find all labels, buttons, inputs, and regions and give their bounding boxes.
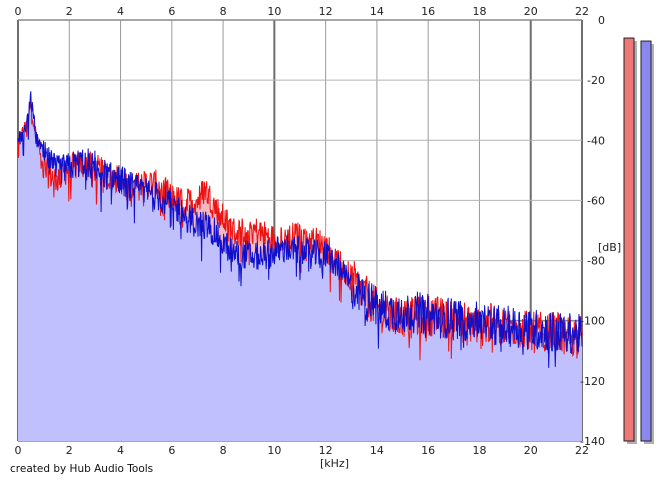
y-axis-label: [dB] — [598, 241, 621, 254]
x-tick-label-top: 8 — [220, 5, 227, 18]
level-meters — [623, 37, 654, 445]
credit-text: created by Hub Audio Tools — [10, 463, 154, 475]
x-tick-label-top: 22 — [575, 5, 589, 18]
level-meter-1 — [623, 37, 635, 442]
x-tick-label-top: 16 — [421, 5, 435, 18]
x-tick-label-bottom: 6 — [168, 444, 175, 457]
x-tick-label-top: 14 — [370, 5, 384, 18]
x-tick-label-bottom: 18 — [472, 444, 486, 457]
y-tick-label: 0 — [598, 14, 605, 27]
level-meter-2 — [640, 40, 652, 442]
x-tick-label-bottom: 0 — [15, 444, 22, 457]
x-tick-label-top: 0 — [15, 5, 22, 18]
x-tick-label-top: 6 — [168, 5, 175, 18]
x-tick-label-bottom: 16 — [421, 444, 435, 457]
spectrum-series-lines — [17, 91, 583, 368]
y-tick-label: -140 — [580, 435, 605, 448]
series-line-2 — [17, 91, 583, 368]
y-tick-label: -20 — [587, 74, 605, 87]
x-tick-label-top: 12 — [319, 5, 333, 18]
x-tick-label-top: 4 — [117, 5, 124, 18]
y-tick-label: -100 — [580, 315, 605, 328]
x-tick-label-bottom: 22 — [575, 444, 589, 457]
x-tick-label-top: 20 — [524, 5, 538, 18]
x-tick-label-bottom: 20 — [524, 444, 538, 457]
x-tick-label-bottom: 12 — [319, 444, 333, 457]
y-tick-label: -60 — [587, 194, 605, 207]
x-tick-label-bottom: 4 — [117, 444, 124, 457]
x-tick-label-top: 10 — [267, 5, 281, 18]
x-tick-label-bottom: 14 — [370, 444, 384, 457]
x-tick-label-top: 18 — [472, 5, 486, 18]
x-tick-label-bottom: 2 — [66, 444, 73, 457]
x-tick-label-bottom: 10 — [267, 444, 281, 457]
x-axis-label: [kHz] — [320, 457, 349, 470]
x-tick-label-top: 2 — [66, 5, 73, 18]
y-tick-label: -80 — [587, 255, 605, 268]
x-tick-label-bottom: 8 — [220, 444, 227, 457]
y-tick-label: -40 — [587, 134, 605, 147]
y-axis-tick-labels: 0 -20 -40 -60 -80 -100 -120 -140 — [580, 14, 605, 448]
y-tick-label: -120 — [580, 375, 605, 388]
area-fill-blue — [18, 91, 582, 442]
